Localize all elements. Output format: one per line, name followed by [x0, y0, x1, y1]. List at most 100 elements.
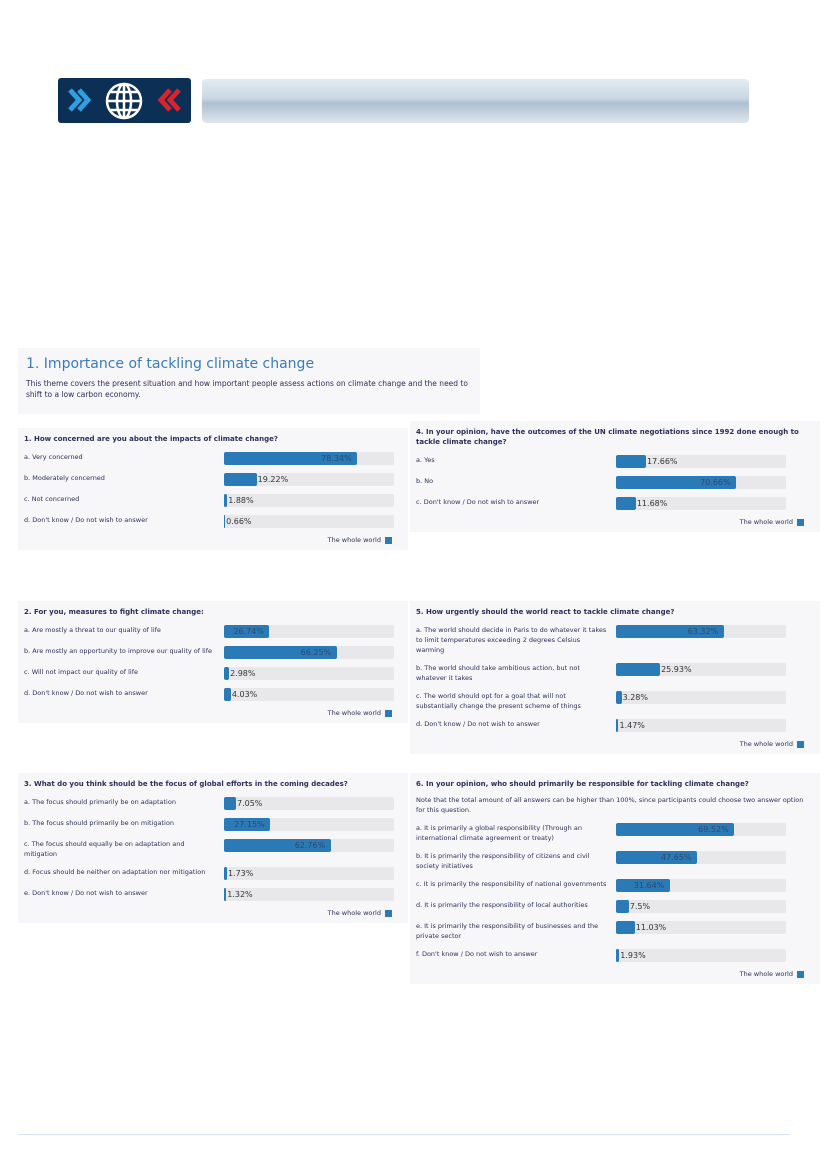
bar [616, 625, 724, 638]
value-label: 4.03% [231, 690, 258, 699]
answer-label: c. Don't know / Do not wish to answer [416, 498, 540, 506]
value-label: 31.64% [633, 881, 665, 890]
answer-row: c. Don't know / Do not wish to answer 11.… [416, 497, 814, 510]
answer-row: c. Will not impact our quality of life 2.… [24, 667, 402, 680]
value-label: 2.98% [230, 669, 256, 678]
answer-label: c. The world should opt for a goal that … [416, 692, 581, 710]
value-label: 62.76% [294, 841, 326, 850]
answer-row: a. Yes 17.66% [416, 455, 814, 468]
question-title: 2. For you, measures to fight climate ch… [24, 608, 204, 616]
answer-row: b. The world should take ambitious actio… [416, 663, 814, 683]
value-label: 1.32% [227, 890, 253, 899]
value-label: 27.15% [234, 820, 265, 829]
bar-track: 19.22% [224, 473, 394, 486]
legend: The whole world [24, 709, 402, 717]
value-label: 3.28% [622, 693, 648, 702]
answer-row: a. The focus should primarily be on adap… [24, 797, 402, 810]
bar [616, 900, 629, 913]
value-label: 25.93% [661, 665, 692, 674]
value-label: 1.88% [228, 496, 254, 505]
answer-label: c. Not concerned [24, 495, 80, 503]
bar [224, 515, 226, 528]
section-header: 1. Importance of tackling climate change… [18, 348, 480, 414]
bar-track: 78.34% [224, 452, 394, 465]
footer-rule [18, 1134, 790, 1135]
legend: The whole world [24, 536, 402, 544]
bar [616, 497, 636, 510]
legend-label: The whole world [739, 740, 793, 748]
answer-row: d. Don't know / Do not wish to answer 1.4… [416, 719, 814, 732]
bar [616, 851, 697, 864]
legend-label: The whole world [739, 970, 793, 978]
answer-label: d. Don't know / Do not wish to answer [416, 720, 540, 728]
bar [224, 797, 236, 810]
legend-label: The whole world [327, 536, 381, 544]
answer-label: f. Don't know / Do not wish to answer [416, 950, 538, 958]
answer-row: b. The focus should primarily be on miti… [24, 818, 402, 831]
bar [224, 818, 271, 831]
question-panel: 6. In your opinion, who should primarily… [410, 773, 820, 984]
answer-row: b. No 70.66% [416, 476, 814, 489]
bar [616, 691, 622, 704]
answer-label: c. It is primarily the responsibility of… [416, 880, 607, 888]
bar-track: 1.47% [616, 719, 786, 732]
answer-row: c. The focus should equally be on adapta… [24, 839, 402, 859]
question-panel: 1. How concerned are you about the impac… [18, 428, 408, 550]
answer-row: f. Don't know / Do not wish to answer 1.9… [416, 949, 814, 962]
bar [224, 839, 331, 852]
bar-track: 1.32% [224, 888, 394, 901]
value-label: 26.74% [233, 627, 264, 636]
answer-row: c. The world should opt for a goal that … [416, 691, 814, 711]
value-label: 11.68% [636, 499, 668, 508]
answer-label: e. Don't know / Do not wish to answer [24, 889, 148, 897]
bar-track: 47.65% [616, 851, 786, 864]
legend-swatch [797, 970, 804, 978]
value-label: 63.32% [687, 627, 719, 636]
legend-label: The whole world [327, 709, 381, 717]
question-title: 5. How urgently should the world react t… [416, 608, 675, 616]
value-label: 70.66% [700, 478, 731, 487]
value-label: 7.05% [236, 799, 263, 808]
bar [616, 949, 620, 962]
legend-swatch [797, 518, 804, 526]
answer-label: d. Don't know / Do not wish to answer [24, 516, 148, 524]
legend-label: The whole world [739, 518, 793, 526]
bar-track: 11.03% [616, 921, 786, 934]
bar-track: 0.66% [224, 515, 394, 528]
value-label: 17.66% [647, 457, 678, 466]
question-panel: 4. In your opinion, have the outcomes of… [410, 421, 820, 532]
question-title: 4. In your opinion, have the outcomes of… [416, 428, 799, 446]
bar [616, 921, 635, 934]
answer-label: d. Don't know / Do not wish to answer [24, 689, 148, 697]
bar-track: 66.25% [224, 646, 394, 659]
legend-label: The whole world [327, 909, 381, 917]
legend: The whole world [24, 909, 402, 917]
bar [616, 663, 661, 676]
question-panel: 2. For you, measures to fight climate ch… [18, 601, 408, 723]
bar [224, 688, 231, 701]
bar [224, 867, 227, 880]
bar-track: 1.88% [224, 494, 394, 507]
question-title: 6. In your opinion, who should primarily… [416, 780, 749, 788]
legend-swatch [385, 909, 392, 917]
legend: The whole world [416, 740, 814, 748]
answer-row: d. Don't know / Do not wish to answer 0.6… [24, 515, 402, 528]
question-panel: 3. What do you think should be the focus… [18, 773, 408, 923]
bar-track: 1.93% [616, 949, 786, 962]
value-label: 19.22% [257, 475, 289, 484]
value-label: 1.47% [619, 721, 645, 730]
bar-track: 7.05% [224, 797, 394, 810]
bar-track: 7.5% [616, 900, 786, 913]
answer-label: c. Will not impact our quality of life [24, 668, 138, 676]
bar [224, 473, 257, 486]
answer-row: a. The world should decide in Paris to d… [416, 625, 814, 655]
bar-track: 70.66% [616, 476, 786, 489]
legend: The whole world [416, 518, 814, 526]
value-label: 78.34% [321, 454, 352, 463]
answer-row: e. It is primarily the responsibility of… [416, 921, 814, 941]
legend-swatch [797, 740, 804, 748]
answer-label: c. The focus should equally be on adapta… [24, 840, 185, 858]
answer-row: e. Don't know / Do not wish to answer 1.3… [24, 888, 402, 901]
bar [224, 494, 228, 507]
